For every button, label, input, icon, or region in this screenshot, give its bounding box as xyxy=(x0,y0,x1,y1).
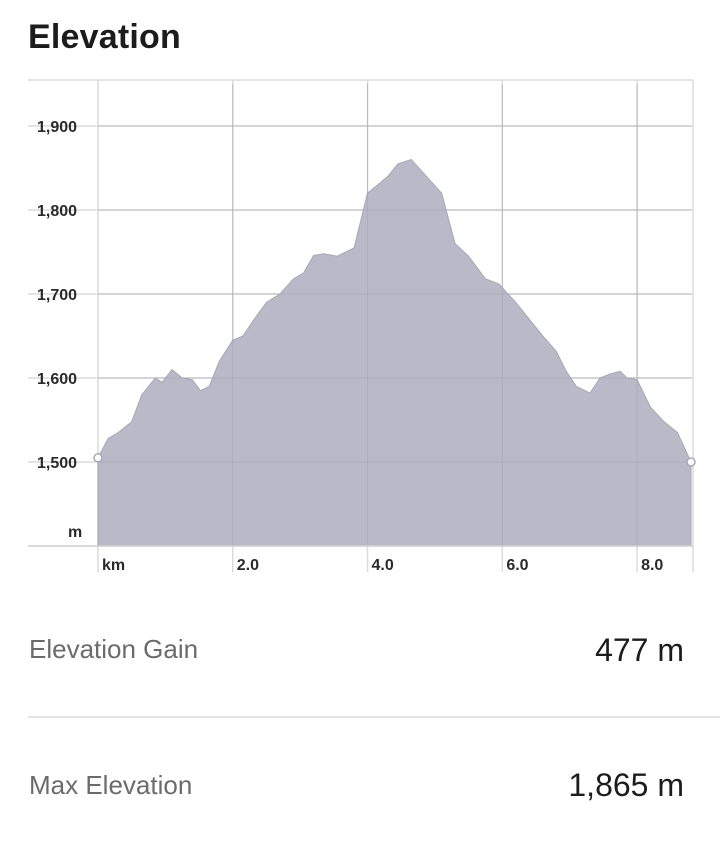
y-unit-label: m xyxy=(68,524,82,541)
y-tick-label-1: 1,600 xyxy=(37,371,77,388)
elevation-area xyxy=(97,159,692,547)
end-marker xyxy=(686,457,696,467)
stats-divider xyxy=(28,716,720,718)
section-title: Elevation xyxy=(28,18,181,56)
tick-labels: 1,500 1,600 1,700 1,800 1,900 m km 2.0 4.0 6.0 8.0 xyxy=(37,119,663,574)
start-marker xyxy=(93,453,103,463)
elevation-chart: 1,500 1,600 1,700 1,800 1,900 m km 2.0 4.0 6.0 8.0 xyxy=(28,79,696,574)
y-tick-label-3: 1,800 xyxy=(37,203,77,220)
x-tick-label-1: 4.0 xyxy=(372,557,394,574)
x-tick-label-2: 6.0 xyxy=(506,557,528,574)
max-elevation-value: 1,865 m xyxy=(568,767,684,803)
x-unit-label: km xyxy=(102,557,125,574)
elevation-gain-value: 477 m xyxy=(595,632,684,668)
axis-layer xyxy=(28,84,693,547)
max-elevation-label: Max Elevation xyxy=(29,770,193,800)
y-tick-label-4: 1,900 xyxy=(37,119,77,136)
elevation-gain-label: Elevation Gain xyxy=(29,634,199,664)
y-tick-label-2: 1,700 xyxy=(37,287,77,304)
x-tick-label-3: 8.0 xyxy=(641,557,663,574)
y-tick-label-0: 1,500 xyxy=(37,455,77,472)
x-tick-label-0: 2.0 xyxy=(237,557,259,574)
